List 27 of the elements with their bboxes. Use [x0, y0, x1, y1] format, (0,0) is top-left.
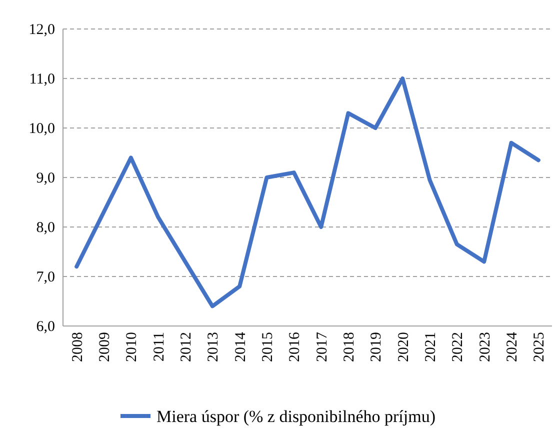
x-tick-label: 2018	[342, 332, 358, 362]
y-tick-label: 8,0	[36, 220, 55, 236]
line-series	[74, 76, 540, 308]
x-tick-label: 2012	[178, 332, 194, 362]
x-tick-label: 2019	[368, 332, 385, 362]
x-tick-label: 2022	[450, 332, 466, 362]
x-tick-label: 2013	[206, 332, 222, 362]
y-tick-label: 9,0	[36, 170, 55, 186]
x-tick-label: 2023	[477, 332, 494, 362]
legend-label: Miera úspor (% z disponibilného príjmu)	[156, 406, 436, 426]
y-tick-label: 6,0	[36, 318, 55, 335]
x-tick-label: 2017	[314, 332, 330, 362]
x-tick-label: 2016	[287, 332, 304, 362]
y-tick-label: 7,0	[36, 269, 55, 286]
x-tick-label: 2021	[423, 332, 439, 362]
y-tick-label: 12,0	[28, 22, 55, 38]
y-tick-label: 11,0	[29, 71, 55, 88]
x-tick-label: 2015	[260, 332, 276, 362]
x-tick-label: 2025	[532, 332, 548, 362]
x-tick-label: 2010	[124, 332, 140, 362]
x-tick-label: 2014	[232, 332, 249, 362]
y-tick-label: 10,0	[28, 120, 55, 137]
x-tick-label: 2008	[70, 332, 86, 362]
x-tick-label: 2009	[97, 332, 113, 362]
x-tick-label: 2020	[396, 332, 412, 362]
x-tick-label: 2011	[151, 332, 168, 362]
x-tick-label: 2024	[504, 332, 520, 362]
